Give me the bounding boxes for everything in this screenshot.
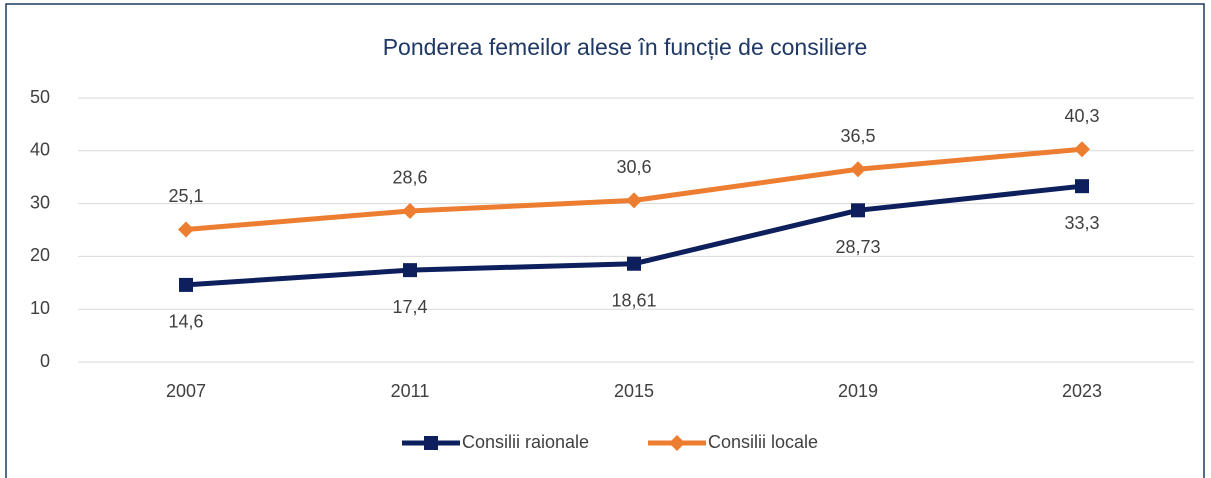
x-tick-label: 2019 (838, 381, 878, 401)
y-tick-label: 40 (30, 140, 50, 160)
point-marker (1075, 179, 1089, 194)
data-label: 25,1 (168, 186, 203, 206)
x-tick-label: 2023 (1062, 381, 1102, 401)
legend-label: Consilii locale (708, 432, 818, 452)
point-marker (179, 277, 193, 292)
x-tick-label: 2007 (166, 381, 206, 401)
y-tick-label: 10 (30, 298, 50, 318)
data-label: 40,3 (1064, 106, 1099, 126)
x-tick-label: 2011 (391, 381, 430, 401)
data-label: 14,6 (168, 312, 203, 332)
y-tick-label: 30 (30, 192, 50, 212)
legend-marker (424, 436, 438, 450)
legend-marker (669, 435, 685, 451)
point-marker (178, 221, 194, 238)
x-tick-label: 2015 (614, 381, 654, 401)
point-marker (403, 263, 417, 278)
chart-frame (5, 3, 1205, 478)
data-label: 28,6 (392, 168, 427, 188)
legend-label: Consilii raionale (462, 432, 589, 452)
point-marker (851, 203, 865, 218)
y-tick-label: 20 (30, 245, 50, 265)
y-tick-label: 0 (40, 351, 50, 371)
point-marker (1074, 141, 1090, 158)
chart-title: Ponderea femeilor alese în funcție de co… (383, 34, 868, 60)
data-label: 17,4 (392, 297, 427, 317)
point-marker (850, 161, 866, 178)
data-label: 36,5 (840, 126, 875, 146)
point-marker (627, 256, 641, 271)
data-label: 18,61 (611, 290, 656, 310)
point-marker (626, 192, 642, 209)
data-label: 28,73 (835, 237, 880, 257)
data-label: 30,6 (616, 157, 651, 177)
data-label: 33,3 (1064, 213, 1099, 233)
y-tick-label: 50 (30, 87, 50, 107)
point-marker (402, 202, 418, 219)
